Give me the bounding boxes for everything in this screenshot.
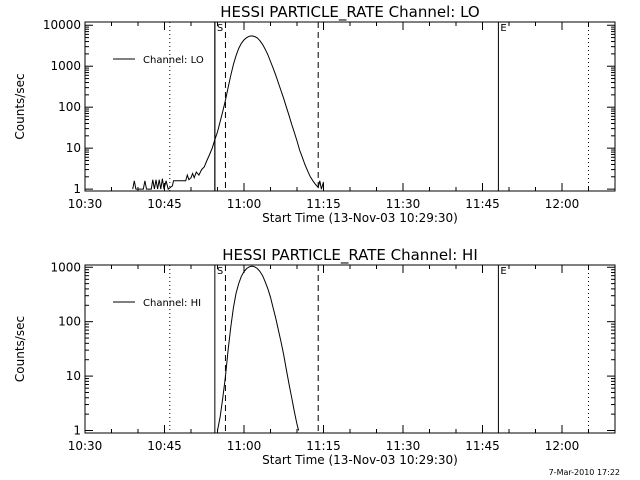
y-tick-label: 10	[66, 141, 81, 155]
y-tick-label: 1000	[50, 59, 81, 73]
x-tick-label: 10:30	[68, 439, 103, 453]
series-line	[132, 35, 324, 190]
y-tick-label: 10	[66, 369, 81, 383]
x-axis-label: Start Time (13-Nov-03 10:29:30)	[262, 453, 458, 467]
panel-hi: HESSI PARTICLE_RATE Channel: HI 10:30 10:4…	[13, 246, 616, 467]
marker-label: E	[500, 23, 506, 34]
plot-frame	[84, 21, 616, 192]
x-tick-label: 11:00	[227, 197, 262, 211]
y-tick-label: 1000	[50, 260, 81, 274]
series-line	[217, 265, 300, 431]
x-tick-label: 10:45	[147, 197, 182, 211]
x-tick-label: 11:45	[465, 197, 500, 211]
x-tick-label: 10:45	[147, 439, 182, 453]
y-tick-label: 100	[58, 315, 81, 329]
x-tick-label: 11:15	[306, 197, 341, 211]
x-axis-label: Start Time (13-Nov-03 10:29:30)	[262, 211, 458, 225]
y-tick-label: 1	[73, 424, 81, 438]
x-tick-label: 11:45	[465, 439, 500, 453]
x-tick-label: 12:00	[545, 439, 580, 453]
x-tick-label: 10:30	[68, 197, 103, 211]
marker-label: S	[217, 23, 223, 34]
y-tick-label: 100	[58, 100, 81, 114]
y-tick-label: 1	[73, 182, 81, 196]
x-tick-label: 11:15	[306, 439, 341, 453]
legend-entry: Channel: HI	[143, 298, 201, 309]
x-tick-label: 11:00	[227, 439, 262, 453]
x-tick-label: 12:00	[545, 197, 580, 211]
x-tick-label: 11:30	[386, 197, 421, 211]
x-tick-label: 11:30	[386, 439, 421, 453]
chart-title: HESSI PARTICLE_RATE Channel: HI	[222, 246, 478, 265]
footer-timestamp: 7-Mar-2010 17:22	[549, 468, 620, 477]
y-tick-label: 10000	[43, 18, 81, 32]
marker-label: E	[500, 266, 506, 277]
plot-frame	[84, 264, 616, 434]
y-axis-label: Counts/sec	[13, 73, 27, 139]
marker-label: S	[217, 266, 223, 277]
panel-lo: HESSI PARTICLE_RATE Channel: LO 10:30 10:4…	[13, 3, 616, 225]
legend-entry: Channel: LO	[143, 55, 204, 66]
y-axis-label: Counts/sec	[13, 316, 27, 382]
chart-title: HESSI PARTICLE_RATE Channel: LO	[220, 3, 479, 22]
